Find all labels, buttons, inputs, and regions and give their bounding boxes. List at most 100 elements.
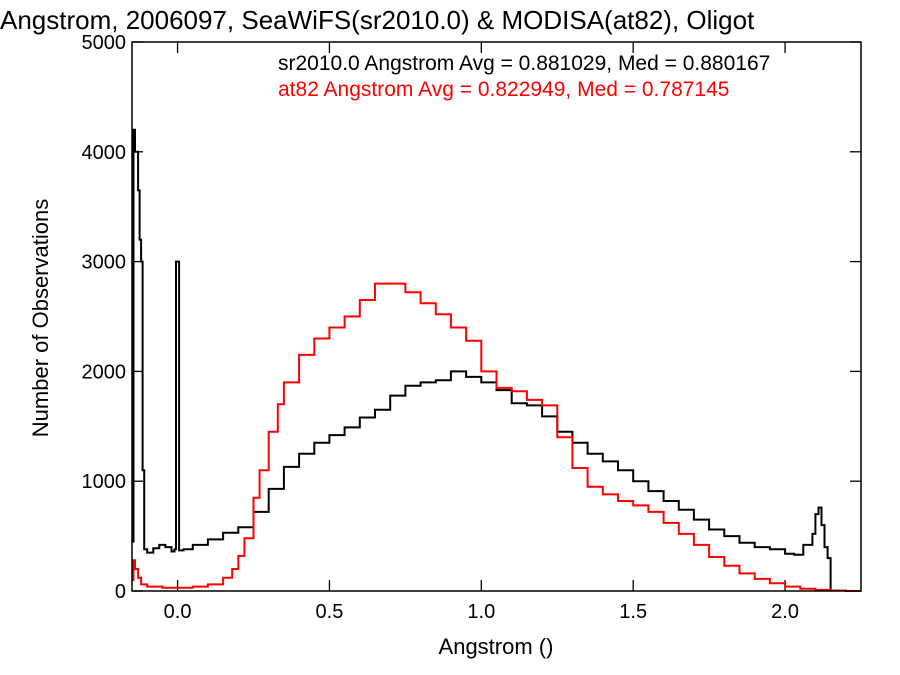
series-1-point	[237, 555, 240, 557]
series-0-point	[480, 381, 483, 384]
series-0-point	[164, 546, 167, 548]
y-tick-label: 5000	[82, 32, 127, 54]
series-0-point	[738, 541, 741, 544]
series-0-point	[137, 189, 139, 191]
series-1-point	[231, 568, 233, 570]
series-0-point	[175, 260, 177, 263]
series-0-point	[510, 402, 513, 405]
series-1-point	[389, 282, 392, 285]
series-0-point	[419, 381, 422, 384]
series-1-point	[374, 282, 376, 285]
series-1-point	[662, 522, 665, 524]
series-1-point	[602, 493, 604, 496]
series-0-point	[495, 389, 498, 391]
series-1-point	[277, 403, 279, 406]
series-1-point	[723, 564, 726, 567]
series-0-point	[143, 548, 145, 551]
series-1-point	[769, 582, 771, 585]
series-0-point	[389, 394, 392, 397]
series-0-point	[723, 535, 726, 537]
x-tick-label: 1.5	[619, 601, 647, 623]
series-0-point	[784, 552, 786, 555]
axis-ticks: 0.0 0.5 1.0 1.5 2.0 0 1000 2000 3000 4000 5000	[82, 32, 861, 623]
series-0-point	[541, 415, 543, 418]
series-0-point	[708, 528, 710, 531]
series-0-point	[237, 526, 240, 529]
series-0-point	[152, 547, 155, 549]
series-1-point	[137, 577, 139, 579]
series-1-point	[526, 399, 528, 401]
series-0-point	[182, 548, 185, 551]
series-0-point	[283, 466, 285, 468]
series-0-point	[802, 544, 805, 546]
series-0-point	[359, 416, 361, 419]
plot-frame	[131, 41, 862, 592]
y-tick-label: 2000	[82, 361, 127, 383]
series-0-point	[134, 151, 136, 153]
series-0-point	[374, 409, 376, 411]
stats-annotation-sr2010: sr2010.0 Angstrom Avg = 0.881029, Med = …	[278, 52, 770, 75]
series-1-point	[693, 544, 695, 546]
series-1-point	[359, 299, 361, 301]
stats-annotation-at82: at82 Angstrom Avg = 0.822949, Med = 0.78…	[278, 78, 729, 101]
series-0-point	[769, 548, 771, 551]
series-0-point	[647, 490, 650, 492]
series-1-point	[134, 568, 136, 570]
series-1-point	[480, 370, 483, 373]
series-0-point	[176, 260, 179, 263]
series-1-point	[140, 583, 142, 586]
series-1-point	[465, 339, 467, 342]
series-0-point	[132, 129, 135, 131]
series-1-point	[495, 387, 498, 389]
series-0-point	[693, 518, 695, 521]
series-0-point	[793, 554, 795, 556]
series-1-point	[541, 404, 543, 407]
series-1-point	[258, 469, 261, 472]
series-1-point	[207, 583, 209, 586]
series-0-point	[662, 500, 665, 502]
series-0-point	[192, 544, 194, 546]
series-1-point	[404, 291, 407, 294]
series-0-point	[526, 404, 528, 407]
series-0-point	[267, 488, 270, 490]
series-0-point	[178, 549, 180, 552]
series-1-point	[556, 436, 559, 439]
series-0-point	[823, 546, 826, 548]
series-1-point	[708, 556, 710, 558]
series-0-point	[170, 550, 173, 553]
chart-title: Angstrom, 2006097, SeaWiFS(sr2010.0) & M…	[0, 5, 755, 35]
x-tick-label: 0.0	[164, 601, 192, 623]
series-0-point	[146, 551, 148, 554]
series-0-point	[753, 546, 756, 548]
series-1-point	[192, 585, 194, 588]
series-0-point	[602, 460, 604, 463]
series-0-point	[328, 434, 331, 436]
series-1-point	[617, 500, 619, 502]
series-1-point	[343, 315, 346, 318]
series-1-point	[450, 326, 452, 329]
series-0-point	[811, 533, 814, 535]
x-tick-label: 1.0	[467, 601, 495, 623]
series-0-point	[158, 544, 161, 546]
series-0-point	[222, 532, 224, 534]
y-tick-label: 1000	[82, 471, 127, 493]
plot-series	[131, 128, 862, 592]
series-1-point	[161, 586, 164, 589]
series-0-point	[586, 453, 589, 455]
x-tick-label: 2.0	[771, 601, 799, 623]
y-tick-label: 3000	[82, 252, 127, 274]
series-1-point	[586, 485, 589, 488]
series-0-point	[632, 480, 634, 483]
y-tick-label: 0	[115, 581, 126, 603]
series-0-point	[343, 426, 346, 429]
series-0-point	[141, 469, 144, 472]
y-axis-label: Number of Observations	[28, 199, 53, 437]
series-1-point	[328, 326, 331, 329]
series-1-point	[252, 496, 255, 499]
series-0-point	[298, 453, 300, 455]
series-0-point	[450, 370, 452, 373]
series-0-point	[465, 376, 467, 378]
series-1-point	[678, 533, 680, 535]
series-1-point	[176, 586, 179, 589]
